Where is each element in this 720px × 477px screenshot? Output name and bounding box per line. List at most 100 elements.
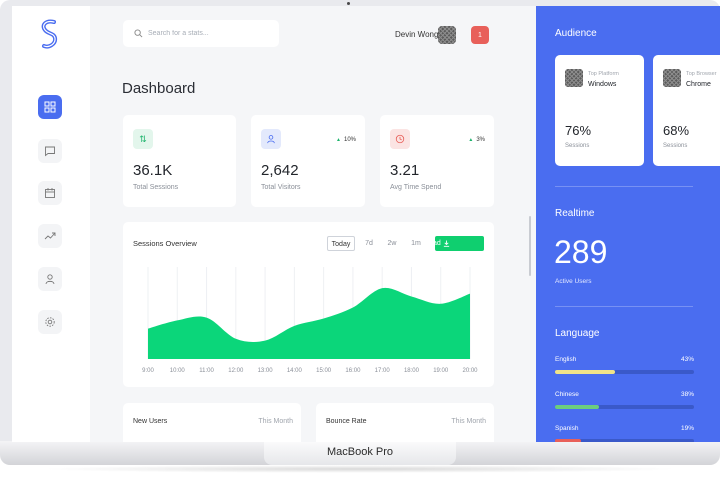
divider bbox=[555, 306, 693, 307]
gear-icon bbox=[45, 317, 55, 327]
avatar[interactable] bbox=[438, 26, 456, 44]
realtime-value: 289 bbox=[554, 234, 608, 270]
sidebar-item-dashboard[interactable] bbox=[38, 95, 62, 119]
audience-label: Top Platform bbox=[588, 71, 619, 77]
grid-icon bbox=[44, 101, 56, 113]
download-label: ad bbox=[435, 240, 441, 247]
logo-icon bbox=[41, 19, 58, 49]
x-tick-label: 10:00 bbox=[170, 368, 186, 374]
audience-heading: Audience bbox=[555, 28, 597, 39]
scrollbar[interactable] bbox=[529, 216, 531, 276]
download-icon bbox=[443, 236, 450, 251]
x-tick-label: 13:00 bbox=[258, 368, 274, 374]
x-tick-label: 9:00 bbox=[142, 368, 154, 374]
bounce-rate-card: Bounce Rate This Month bbox=[316, 403, 494, 442]
x-tick-label: 19:00 bbox=[433, 368, 449, 374]
sidebar-item-calendar[interactable] bbox=[38, 181, 62, 205]
audience-label: Top Browser bbox=[686, 71, 717, 77]
browser-icon bbox=[663, 69, 681, 87]
sidebar-item-settings[interactable] bbox=[38, 310, 62, 334]
language-percent: 43% bbox=[680, 356, 694, 363]
stat-change: ▲ 10% bbox=[336, 137, 356, 143]
realtime-heading: Realtime bbox=[555, 208, 595, 219]
user-name: Devin Wong bbox=[395, 30, 439, 39]
search-bar[interactable] bbox=[123, 20, 279, 47]
page-title: Dashboard bbox=[122, 80, 196, 97]
language-percent: 38% bbox=[680, 391, 694, 398]
x-tick-label: 15:00 bbox=[316, 368, 332, 374]
chart-title: Sessions Overview bbox=[133, 239, 197, 248]
language-name: Spanish bbox=[555, 425, 579, 432]
arrow-up-icon: ▲ bbox=[468, 137, 474, 143]
clock-icon bbox=[390, 129, 410, 149]
audience-name: Windows bbox=[588, 81, 617, 88]
language-bar-track bbox=[555, 370, 694, 374]
platform-icon bbox=[565, 69, 583, 87]
trend-icon bbox=[44, 232, 56, 240]
arrows-updown-icon: ⇅ bbox=[133, 129, 153, 149]
audience-card-platform: Top Platform Windows 76% Sessions bbox=[555, 55, 644, 166]
notification-badge[interactable]: 1 bbox=[471, 26, 489, 44]
divider bbox=[555, 186, 693, 187]
language-bar-fill bbox=[555, 439, 582, 442]
range-today[interactable]: Today bbox=[327, 236, 355, 251]
arrow-up-icon: ▲ bbox=[336, 137, 341, 143]
stat-card-visitors: ▲ 10% 2,642 Total Visitors bbox=[251, 115, 365, 207]
audience-percent: 76% bbox=[565, 123, 592, 138]
stat-change-value: 10% bbox=[343, 137, 356, 143]
new-users-card: New Users This Month bbox=[123, 403, 301, 442]
language-name: Chinese bbox=[555, 391, 579, 398]
x-tick-label: 17:00 bbox=[375, 368, 391, 374]
language-bar-fill bbox=[555, 405, 600, 409]
chat-icon bbox=[45, 146, 55, 157]
stat-label: Avg Time Spend bbox=[390, 184, 442, 191]
audience-name: Chrome bbox=[686, 81, 711, 88]
audience-sub: Sessions bbox=[663, 143, 688, 149]
stat-value: 2,642 bbox=[261, 162, 299, 179]
language-name: English bbox=[555, 356, 577, 363]
x-tick-label: 16:00 bbox=[345, 368, 361, 374]
sidebar-item-profile[interactable] bbox=[38, 267, 62, 291]
stat-change: ▲ 3% bbox=[468, 137, 485, 143]
camera-icon bbox=[347, 2, 350, 5]
stat-change-value: 3% bbox=[476, 137, 485, 143]
card-title: New Users bbox=[133, 418, 168, 425]
period-select[interactable]: This Month bbox=[451, 418, 486, 425]
x-tick-label: 12:00 bbox=[228, 368, 244, 374]
stat-label: Total Sessions bbox=[133, 184, 179, 191]
stat-label: Total Visitors bbox=[261, 184, 301, 191]
range-2w[interactable]: 2w bbox=[387, 240, 397, 247]
sidebar-item-analytics[interactable] bbox=[38, 224, 62, 248]
app-screen: Devin Wong 1 Dashboard ⇅ 36.1K Total Ses… bbox=[12, 6, 720, 442]
stat-card-sessions: ⇅ 36.1K Total Sessions bbox=[123, 115, 236, 207]
download-button[interactable]: ad bbox=[435, 236, 484, 251]
search-icon bbox=[134, 29, 143, 38]
audience-percent: 68% bbox=[663, 123, 690, 138]
period-select[interactable]: This Month bbox=[258, 418, 293, 425]
card-title: Bounce Rate bbox=[326, 418, 367, 425]
range-7d[interactable]: 7d bbox=[365, 240, 373, 247]
language-heading: Language bbox=[555, 328, 600, 339]
language-bar-track bbox=[555, 439, 694, 442]
x-tick-label: 20:00 bbox=[462, 368, 478, 374]
audience-card-browser: Top Browser Chrome 68% Sessions bbox=[653, 55, 720, 166]
x-tick-label: 18:00 bbox=[404, 368, 420, 374]
range-1m[interactable]: 1m bbox=[411, 240, 421, 247]
sidebar bbox=[12, 6, 90, 442]
x-tick-label: 11:00 bbox=[199, 368, 214, 374]
right-panel: Audience Top Platform Windows 76% Sessio… bbox=[536, 6, 720, 442]
language-bar-fill bbox=[555, 370, 615, 374]
x-tick-label: 14:00 bbox=[287, 368, 303, 374]
language-percent: 19% bbox=[680, 425, 694, 432]
user-icon bbox=[261, 129, 281, 149]
laptop-notch bbox=[264, 441, 456, 465]
stat-card-time: ▲ 3% 3.21 Avg Time Spend bbox=[380, 115, 494, 207]
sessions-area-series bbox=[148, 287, 470, 359]
search-input[interactable] bbox=[148, 30, 268, 37]
device-shadow bbox=[40, 465, 680, 473]
stat-value: 36.1K bbox=[133, 162, 173, 179]
sessions-overview-card: Sessions Overview Today 7d 2w 1m ad 9:00… bbox=[123, 222, 494, 387]
realtime-label: Active Users bbox=[555, 278, 592, 285]
sidebar-item-messages[interactable] bbox=[38, 139, 62, 163]
language-bar-track bbox=[555, 405, 694, 409]
